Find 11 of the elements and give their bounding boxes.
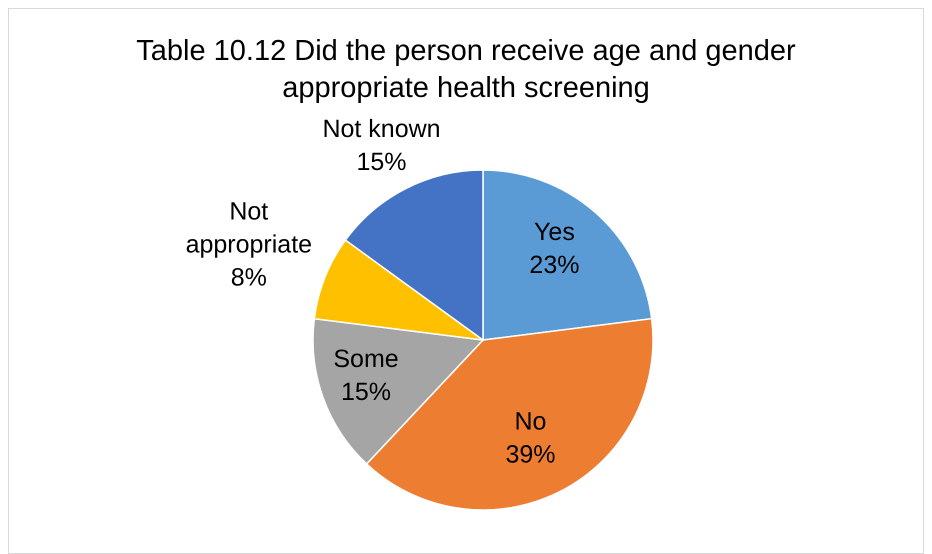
data-label: 8% bbox=[230, 263, 267, 292]
data-label: 39% bbox=[505, 440, 556, 468]
slice-label: Some bbox=[333, 344, 399, 373]
slice-label: Yes bbox=[534, 218, 575, 246]
slice-label: No bbox=[514, 408, 546, 436]
data-label: 15% bbox=[356, 148, 407, 176]
chart-title: Table 10.12 Did the person receive age and gender appropriate health screening bbox=[135, 34, 797, 106]
slice-label: Not appropriate bbox=[186, 197, 312, 258]
data-label: 15% bbox=[341, 378, 392, 406]
slice-label: Not known bbox=[322, 115, 441, 144]
data-label: 23% bbox=[529, 250, 580, 279]
